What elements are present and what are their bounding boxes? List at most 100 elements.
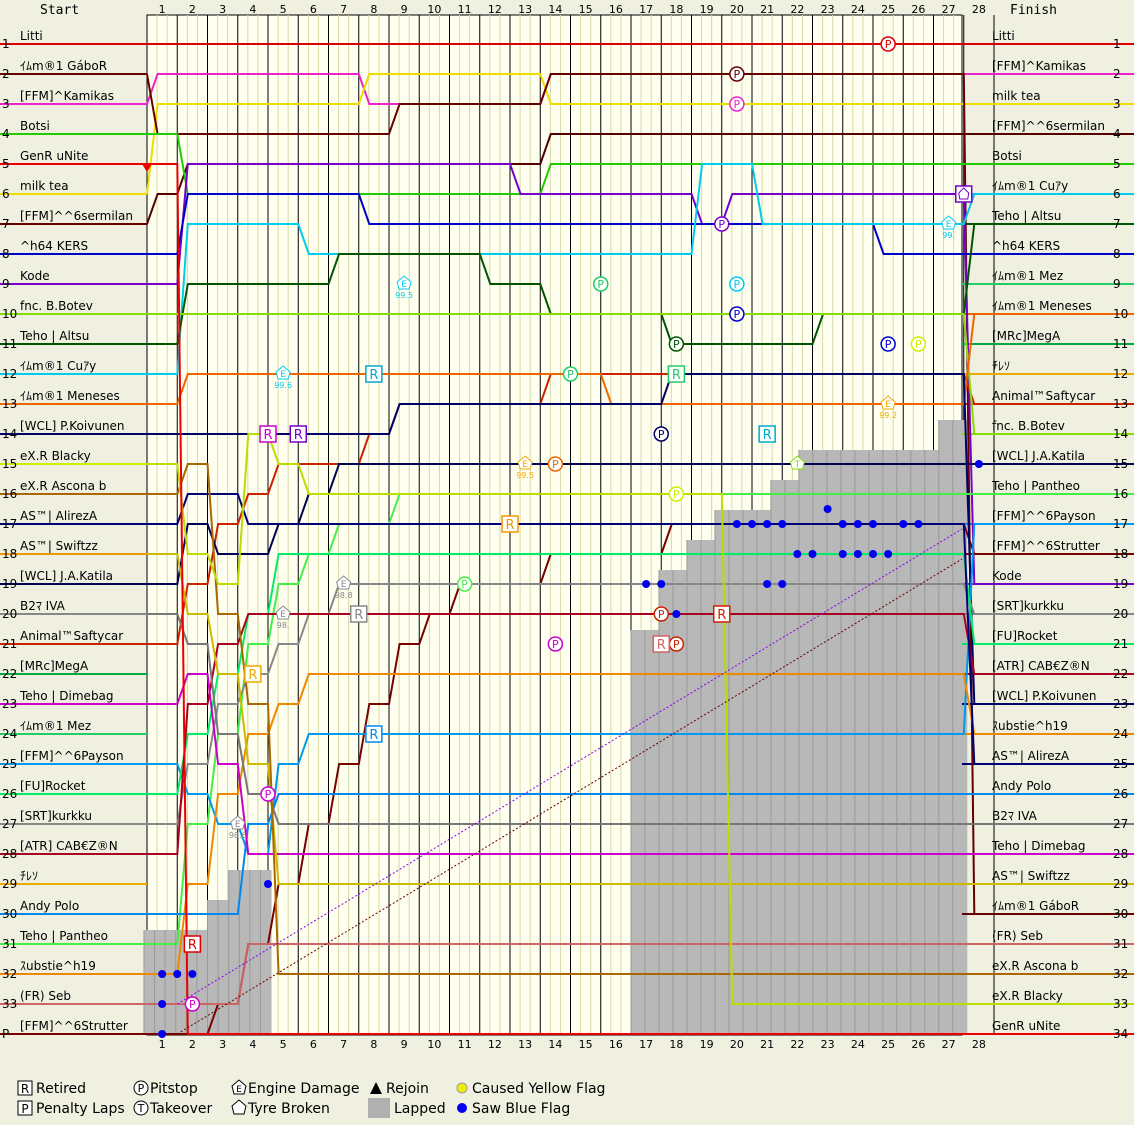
- lap-tick-bottom: 5: [280, 1038, 287, 1051]
- finish-position-label: 13: [1113, 397, 1128, 411]
- legend-label: Retired: [36, 1081, 86, 1097]
- driver-trace: [146, 73, 994, 915]
- legend-symbol-letter: E: [236, 1085, 242, 1095]
- retired-marker: [667, 365, 686, 383]
- pitstop-letter: P: [718, 218, 725, 231]
- finish-position-label: 18: [1113, 547, 1128, 561]
- header-finish: Finish: [1010, 3, 1057, 18]
- finish-driver-label: eX.R Blacky: [992, 989, 1063, 1003]
- start-driver-label: milk tea: [20, 179, 69, 193]
- lap-tick-bottom: 23: [821, 1038, 835, 1051]
- engine-condition-label: 98.8: [335, 591, 353, 600]
- penalty-marker: [880, 36, 896, 52]
- lap-tick-top: 23: [821, 3, 835, 16]
- finish-position-label: 6: [1113, 187, 1121, 201]
- finish-position-label: 16: [1113, 487, 1128, 501]
- blue-flag-dot: [778, 520, 787, 528]
- lap-tick-top: 20: [730, 3, 744, 16]
- start-driver-label: ｲﾑm®1 GáboR: [20, 59, 107, 73]
- finish-position-label: 9: [1113, 277, 1121, 291]
- start-driver-label: ｽubstie^h19: [20, 959, 96, 973]
- retired-letter: R: [505, 518, 514, 533]
- legend-symbol: [133, 1080, 149, 1096]
- legend-symbol-letter: P: [21, 1102, 28, 1116]
- lap-tick-bottom: 1: [159, 1038, 166, 1051]
- driver-trace: [147, 433, 994, 1005]
- finish-position-label: 26: [1113, 787, 1128, 801]
- legend-symbol: [231, 1099, 247, 1115]
- blue-flag-dot: [158, 1030, 167, 1038]
- pitstop-letter: P: [597, 278, 604, 291]
- finish-driver-label: ｽubstie^h19: [992, 719, 1068, 733]
- engine-condition-label: 99.: [942, 231, 955, 240]
- finish-position-label: 22: [1113, 667, 1128, 681]
- start-driver-label: [FFM]^Kamikas: [20, 89, 114, 103]
- legend-symbol: [457, 1103, 467, 1113]
- retired-marker: [183, 935, 202, 953]
- blue-flag-dot: [264, 880, 272, 888]
- start-driver-label: Andy Polo: [20, 899, 79, 913]
- start-position-label: 7: [2, 217, 10, 231]
- pitstop-marker: [729, 276, 745, 292]
- blue-flag-dot: [823, 505, 832, 513]
- engine-damage-marker: [275, 605, 291, 620]
- start-position-label: 30: [2, 907, 17, 921]
- blue-flag-dot: [808, 550, 817, 558]
- retired-letter: R: [657, 638, 666, 653]
- finish-driver-label: ｲﾑm®1 Cuｱy: [992, 179, 1068, 193]
- rejoin-marker: [142, 164, 152, 172]
- pitstop-marker: [729, 306, 745, 322]
- retired-marker: [289, 425, 307, 443]
- driver-trace: [147, 163, 994, 1035]
- finish-position-label: 29: [1113, 877, 1128, 891]
- retired-marker: [758, 425, 776, 443]
- retired-letter: R: [672, 368, 681, 383]
- finish-driver-label: (FR) Seb: [992, 929, 1043, 943]
- blue-flag-dot: [899, 520, 908, 528]
- pitstop-letter: P: [734, 278, 741, 291]
- lap-tick-top: 16: [609, 3, 623, 16]
- start-position-label: 20: [2, 607, 17, 621]
- lap-tick-bottom: 26: [911, 1038, 925, 1051]
- driver-trace: [147, 673, 994, 855]
- finish-driver-label: GenR uNite: [992, 1019, 1060, 1033]
- legend-label: Pitstop: [150, 1081, 198, 1097]
- start-position-label: 11: [2, 337, 17, 351]
- pitstop-letter: P: [734, 98, 741, 111]
- pitstop-marker: [547, 456, 564, 472]
- legend-label: Takeover: [149, 1101, 212, 1117]
- start-driver-label: [FFM]^^6Strutter: [20, 1019, 128, 1033]
- legend-label: Lapped: [394, 1101, 446, 1117]
- finish-position-label: 34: [1113, 1027, 1128, 1041]
- pitstop-letter: P: [734, 308, 741, 321]
- pitstop-marker: [562, 366, 579, 382]
- finish-position-label: 30: [1113, 907, 1128, 921]
- finish-position-label: 1: [1113, 37, 1121, 51]
- lap-tick-bottom: 28: [972, 1038, 986, 1051]
- driver-trace: [147, 793, 994, 915]
- blue-flag-dot: [853, 550, 862, 558]
- lap-tick-bottom: 2: [189, 1038, 196, 1051]
- start-position-label: 12: [2, 367, 17, 381]
- retired-marker: [365, 725, 383, 743]
- start-driver-label: (FR) Seb: [20, 989, 71, 1003]
- finish-driver-label: ﾁﾚｿ: [992, 359, 1010, 373]
- diagonal-line: [176, 528, 963, 1005]
- start-driver-label: ^h64 KERS: [20, 239, 88, 253]
- finish-position-label: 25: [1113, 757, 1128, 771]
- finish-driver-label: Litti: [992, 29, 1015, 43]
- finish-driver-label: milk tea: [992, 89, 1041, 103]
- lap-tick-bottom: 3: [219, 1038, 226, 1051]
- legend-label: Engine Damage: [248, 1081, 360, 1097]
- finish-position-label: 3: [1113, 97, 1121, 111]
- lap-tick-top: 5: [280, 3, 287, 16]
- lap-tick-top: 14: [548, 3, 562, 16]
- lap-tick-bottom: 4: [249, 1038, 256, 1051]
- lap-tick-bottom: 8: [370, 1038, 377, 1051]
- engine-letter: E: [280, 370, 286, 380]
- pitstop-letter: P: [885, 338, 892, 351]
- retired-marker: [350, 605, 368, 623]
- retired-marker: [713, 605, 731, 623]
- blue-flag-dot: [853, 520, 862, 528]
- start-position-label: 2: [2, 67, 10, 81]
